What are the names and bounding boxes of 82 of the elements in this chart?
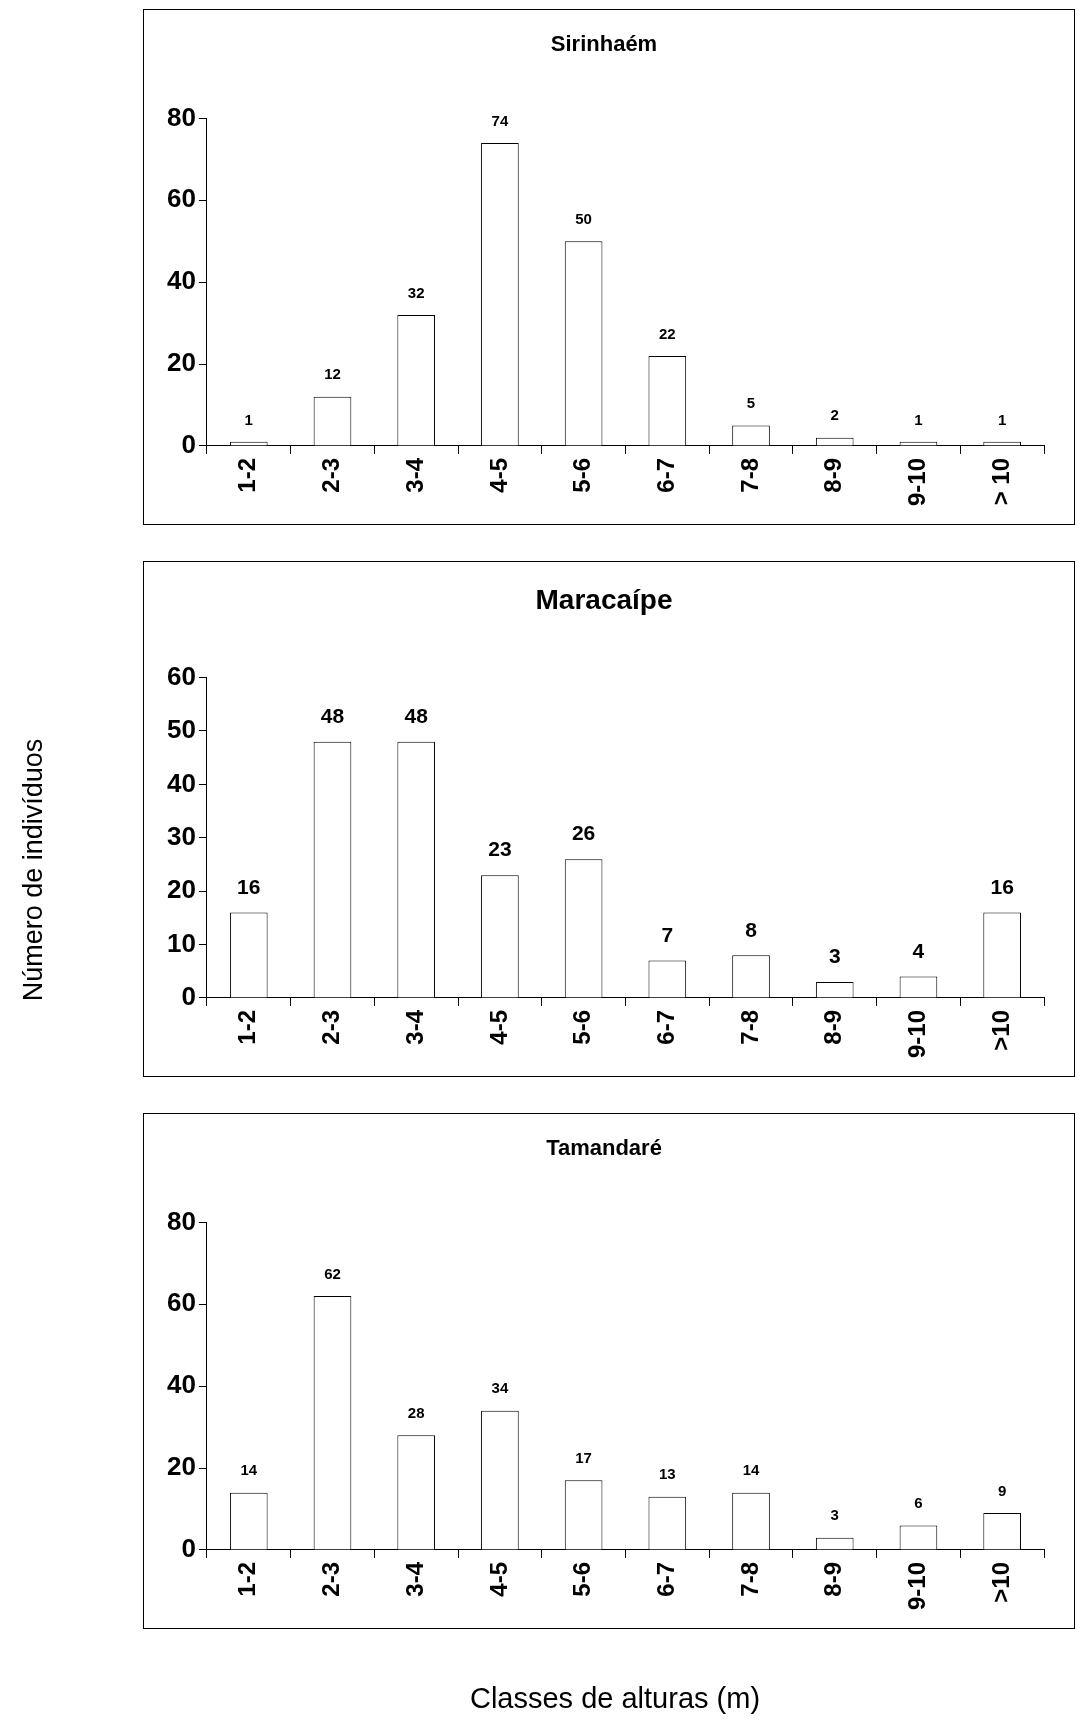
- x-tick-label: 1-2: [233, 1009, 261, 1045]
- y-tick-label: 40: [167, 265, 196, 296]
- data-label: 1: [914, 410, 923, 428]
- x-tick-label: 7-8: [735, 1009, 763, 1045]
- x-tick-label: 5-6: [568, 1009, 596, 1045]
- x-tick-label: >10: [986, 1561, 1014, 1603]
- x-tick-label: 9-10: [903, 457, 931, 507]
- x-tick-label: 6-7: [651, 457, 679, 493]
- data-label: 3: [828, 944, 841, 968]
- y-tick-label: 30: [167, 820, 196, 851]
- x-tick-label: 7-8: [735, 1561, 763, 1597]
- x-tick-label: 2-3: [317, 457, 345, 493]
- x-tick-label: 9-10: [903, 1009, 931, 1059]
- data-label: 8: [745, 917, 758, 941]
- x-axis-title: Classes de alturas (m): [468, 1682, 762, 1715]
- chart-title: Tamandaré: [546, 1135, 662, 1161]
- x-tick-label: 3-4: [400, 457, 428, 493]
- x-tick-label: 3-4: [400, 1009, 428, 1045]
- y-tick-label: 60: [167, 1287, 196, 1318]
- data-label: 48: [404, 703, 429, 727]
- x-tick-label: 6-7: [651, 1561, 679, 1597]
- x-tick-label: 2-3: [317, 1009, 345, 1045]
- data-label: 6: [914, 1494, 923, 1512]
- data-label: 12: [324, 365, 341, 383]
- x-tick-label: 5-6: [568, 457, 596, 493]
- y-tick-label: 10: [167, 927, 196, 958]
- data-label: 74: [491, 111, 509, 129]
- x-tick-label: 4-5: [484, 1561, 512, 1597]
- data-label: 16: [990, 874, 1014, 898]
- x-tick-label: >10: [986, 1009, 1014, 1051]
- y-tick-label: 20: [167, 874, 196, 905]
- x-tick-label: 8-9: [819, 457, 847, 493]
- data-label: 2: [830, 406, 839, 424]
- data-label: 3: [830, 1506, 839, 1524]
- data-label: 28: [407, 1403, 425, 1421]
- x-tick-label: 5-6: [568, 1561, 596, 1597]
- data-label: 48: [320, 703, 345, 727]
- x-tick-label: 8-9: [819, 1561, 847, 1597]
- data-label: 62: [324, 1264, 341, 1282]
- y-tick-label: 0: [181, 1533, 196, 1564]
- data-label: 32: [407, 283, 425, 301]
- data-label: 22: [658, 324, 676, 342]
- y-tick-label: 0: [181, 981, 196, 1012]
- data-label: 4: [912, 938, 925, 962]
- y-tick-label: 40: [167, 767, 196, 798]
- chart-title: Sirinhaém: [550, 31, 658, 57]
- data-label: 1: [244, 410, 253, 428]
- y-tick-label: 60: [167, 660, 196, 691]
- y-axis-title: Número de indivíduos: [17, 738, 49, 1002]
- x-tick-label: 1-2: [233, 457, 261, 493]
- y-tick-label: 0: [181, 429, 196, 460]
- data-label: 13: [658, 1465, 676, 1483]
- x-tick-label: > 10: [986, 457, 1014, 506]
- x-tick-label: 7-8: [735, 457, 763, 493]
- data-label: 7: [661, 922, 674, 946]
- y-tick-label: 40: [167, 1369, 196, 1400]
- data-label: 34: [491, 1379, 509, 1397]
- x-tick-label: 4-5: [484, 457, 512, 493]
- x-tick-label: 3-4: [400, 1561, 428, 1597]
- data-label: 1: [997, 410, 1007, 428]
- data-label: 16: [237, 874, 261, 898]
- y-tick-label: 80: [167, 1205, 196, 1236]
- y-tick-label: 50: [167, 714, 196, 745]
- data-label: 5: [746, 394, 756, 412]
- data-label: 9: [997, 1481, 1007, 1499]
- x-tick-label: 1-2: [233, 1561, 261, 1597]
- y-tick-label: 80: [167, 101, 196, 132]
- data-label: 14: [742, 1461, 761, 1479]
- data-label: 23: [488, 837, 512, 861]
- chart-title: Maracaípe: [535, 583, 673, 615]
- x-tick-label: 4-5: [484, 1009, 512, 1045]
- data-label: 17: [575, 1449, 592, 1466]
- x-tick-label: 8-9: [819, 1009, 847, 1045]
- data-label: 14: [240, 1461, 258, 1479]
- y-tick-label: 20: [167, 347, 196, 378]
- x-tick-label: 2-3: [317, 1561, 345, 1597]
- x-tick-label: 9-10: [903, 1561, 931, 1611]
- data-label: 50: [575, 209, 592, 227]
- data-label: 26: [571, 821, 596, 845]
- y-tick-label: 60: [167, 183, 196, 214]
- y-tick-label: 20: [167, 1451, 196, 1482]
- x-tick-label: 6-7: [651, 1009, 679, 1045]
